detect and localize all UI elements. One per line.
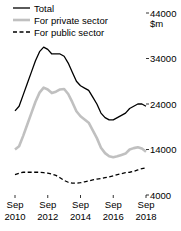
x-tick bbox=[47, 195, 48, 198]
y-axis-label: $m bbox=[150, 18, 163, 29]
x-tick bbox=[146, 195, 147, 198]
x-tick-label-line: 2010 bbox=[4, 211, 25, 222]
x-tick bbox=[80, 195, 81, 198]
x-tick-label-line: Sep bbox=[138, 199, 155, 210]
x-tick-label-line: 2018 bbox=[135, 211, 156, 222]
x-tick-label-line: 2016 bbox=[103, 211, 124, 222]
y-tick bbox=[146, 149, 149, 150]
x-tick bbox=[113, 195, 114, 198]
y-tick bbox=[146, 13, 149, 14]
x-tick-label: Sep2010 bbox=[4, 199, 25, 222]
legend-label: For private sector bbox=[34, 15, 108, 26]
series-line bbox=[15, 88, 146, 158]
x-tick-label: Sep2014 bbox=[70, 199, 91, 222]
series-line bbox=[15, 47, 146, 120]
x-tick-label-line: Sep bbox=[39, 199, 56, 210]
legend-swatch bbox=[13, 19, 30, 22]
legend-swatch bbox=[13, 31, 30, 32]
x-tick-label-line: 2012 bbox=[37, 211, 58, 222]
x-tick-label: Sep2018 bbox=[135, 199, 156, 222]
plot-lines bbox=[15, 47, 146, 183]
y-tick bbox=[146, 104, 149, 105]
y-tick bbox=[146, 58, 149, 59]
x-tick-label-line: 2014 bbox=[70, 211, 91, 222]
y-tick-label: 44000 bbox=[150, 8, 176, 19]
series-line bbox=[15, 168, 146, 183]
y-tick-label: 14000 bbox=[150, 144, 176, 155]
legend-label: Total bbox=[34, 3, 54, 14]
x-tick-label-line: Sep bbox=[105, 199, 122, 210]
y-tick-label: 34000 bbox=[150, 53, 176, 64]
x-tick-label: Sep2016 bbox=[103, 199, 124, 222]
chart: 400014000240003400044000$mSep2010Sep2012… bbox=[0, 0, 181, 231]
x-tick bbox=[15, 195, 16, 198]
legend-swatch bbox=[13, 7, 30, 8]
legend-label: For public sector bbox=[34, 27, 104, 38]
y-tick bbox=[146, 195, 149, 196]
x-tick-label: Sep2012 bbox=[37, 199, 58, 222]
x-tick-label-line: Sep bbox=[7, 199, 24, 210]
y-tick-label: 24000 bbox=[150, 99, 176, 110]
x-tick-label-line: Sep bbox=[72, 199, 89, 210]
